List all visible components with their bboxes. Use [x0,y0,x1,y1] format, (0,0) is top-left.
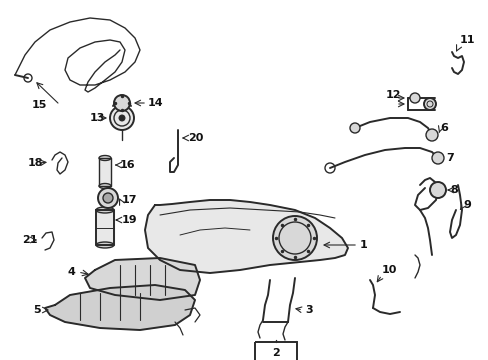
Text: 3: 3 [305,305,312,315]
Text: 7: 7 [445,153,453,163]
Circle shape [425,129,437,141]
Ellipse shape [99,156,111,161]
Text: 21: 21 [22,235,38,245]
Circle shape [119,115,125,121]
Text: 20: 20 [187,133,203,143]
Text: 9: 9 [462,200,470,210]
Circle shape [349,123,359,133]
Text: 1: 1 [359,240,367,250]
Text: 4: 4 [68,267,76,277]
Text: 14: 14 [148,98,163,108]
Polygon shape [85,258,200,300]
Ellipse shape [96,207,114,213]
Text: 6: 6 [439,123,447,133]
Text: 5: 5 [33,305,41,315]
Circle shape [409,93,419,103]
Polygon shape [96,210,114,245]
Polygon shape [99,158,111,186]
Text: 11: 11 [459,35,474,45]
Circle shape [431,152,443,164]
Ellipse shape [99,184,111,189]
Bar [254,342,296,360]
Polygon shape [145,200,347,273]
Text: 12: 12 [385,90,401,100]
Circle shape [117,98,127,108]
Text: 10: 10 [381,265,397,275]
Circle shape [98,188,118,208]
Text: 15: 15 [32,100,47,110]
Text: 17: 17 [122,195,137,205]
Text: 19: 19 [122,215,137,225]
Polygon shape [45,285,195,330]
Text: 2: 2 [271,348,279,358]
Ellipse shape [96,242,114,248]
Text: 18: 18 [28,158,43,168]
Text: 13: 13 [90,113,105,123]
Circle shape [272,216,316,260]
Text: 16: 16 [120,160,135,170]
Circle shape [429,182,445,198]
Circle shape [114,95,130,111]
Circle shape [423,98,435,110]
Text: 8: 8 [449,185,457,195]
Circle shape [103,193,113,203]
Circle shape [110,106,134,130]
